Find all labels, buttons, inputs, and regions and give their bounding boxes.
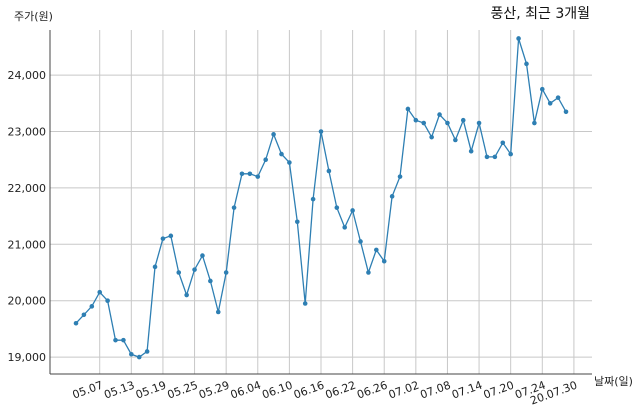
price-point [421, 120, 427, 126]
price-point [342, 225, 348, 230]
price-point [255, 174, 261, 179]
price-point [310, 196, 316, 202]
x-tick-label: 07.20 [482, 379, 516, 402]
x-tick-label: 06.04 [229, 379, 263, 402]
price-point [358, 239, 363, 244]
price-point [476, 120, 482, 126]
price-point [532, 120, 537, 126]
price-point [81, 312, 87, 318]
price-point [231, 205, 237, 210]
price-point [453, 137, 458, 143]
y-tick-label: 19,000 [8, 351, 47, 364]
x-tick-label: 06.22 [324, 379, 358, 402]
x-tick-label: 05.07 [71, 379, 105, 402]
price-point [215, 309, 221, 315]
x-tick-label: 06.16 [292, 379, 326, 402]
y-tick-label: 21,000 [8, 238, 47, 251]
price-point [247, 171, 253, 177]
price-point [389, 194, 395, 199]
price-point [223, 270, 229, 275]
price-point [263, 157, 268, 163]
price-point [208, 278, 213, 284]
price-point [192, 267, 197, 272]
price-point [271, 132, 276, 137]
price-point [89, 304, 95, 309]
y-tick-label: 20,000 [8, 295, 47, 308]
price-point [516, 36, 521, 41]
price-point [405, 106, 411, 112]
price-point [508, 151, 513, 157]
price-point [524, 61, 529, 67]
y-tick-label: 24,000 [8, 69, 47, 82]
price-point [200, 253, 205, 258]
price-point [136, 354, 142, 360]
price-point [294, 219, 300, 225]
x-tick-label: 05.13 [102, 379, 136, 402]
price-point [547, 101, 553, 106]
price-point [381, 258, 387, 264]
price-point [97, 289, 103, 295]
price-point [366, 270, 371, 275]
price-point [555, 95, 561, 100]
x-tick-label: 05.29 [197, 379, 231, 402]
grid-layer [50, 30, 592, 374]
price-point [374, 247, 379, 253]
x-axis-label: 날짜(일) [594, 374, 633, 388]
price-point [539, 86, 545, 92]
price-point [334, 205, 340, 210]
price-point [413, 117, 419, 123]
price-point [429, 134, 434, 140]
price-point [302, 301, 308, 306]
x-tick-label: 06.26 [355, 379, 389, 402]
price-point [279, 151, 284, 157]
price-point [437, 112, 442, 117]
price-point [113, 337, 118, 343]
price-point [73, 320, 79, 326]
price-point [484, 154, 490, 160]
price-point [105, 298, 110, 303]
x-tick-label: 05.25 [166, 379, 200, 402]
price-point [397, 174, 403, 179]
y-tick-label: 23,000 [8, 126, 47, 139]
series-layer [73, 36, 569, 360]
x-tick-label: 07.02 [387, 379, 421, 402]
price-point [468, 148, 474, 154]
price-point [129, 351, 134, 357]
price-point [350, 208, 355, 213]
price-point [287, 160, 292, 165]
price-point [176, 270, 182, 275]
price-point [184, 292, 189, 298]
price-point [563, 109, 569, 115]
chart-title: 풍산, 최근 3개월 [490, 6, 590, 22]
axis-layer [49, 30, 592, 375]
x-tick-label: 07.14 [450, 379, 484, 402]
price-point [500, 140, 506, 146]
price-point [460, 117, 466, 123]
price-point [160, 236, 166, 241]
price-point [445, 120, 450, 126]
x-tick-label: 05.19 [134, 379, 168, 402]
y-axis-label: 주가(원) [14, 10, 53, 23]
price-point [168, 233, 174, 239]
price-point [121, 337, 126, 343]
price-point [326, 168, 332, 174]
x-tick-label: 07.08 [418, 379, 452, 402]
price-point [318, 129, 324, 134]
price-point [144, 349, 150, 354]
y-tick-label: 22,000 [8, 182, 47, 195]
price-point [152, 264, 158, 270]
price-point [492, 154, 498, 160]
price-point [239, 171, 245, 177]
x-tick-label: 06.10 [260, 379, 294, 402]
